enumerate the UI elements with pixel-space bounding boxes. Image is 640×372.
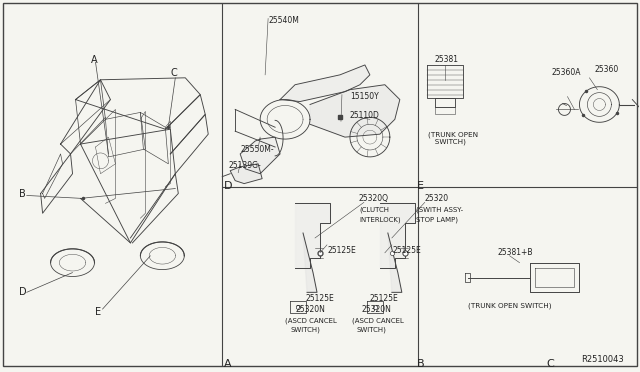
Polygon shape [388,233,402,292]
Text: (CLUTCH: (CLUTCH [359,206,389,213]
Text: B: B [417,359,425,369]
Text: 25125E: 25125E [370,294,399,303]
Polygon shape [310,85,400,137]
Text: E: E [95,307,102,317]
Text: 25125E: 25125E [328,246,356,255]
Text: A: A [224,359,232,369]
Text: (ASCD CANCEL: (ASCD CANCEL [285,317,337,324]
Polygon shape [230,164,262,184]
Text: 25320N: 25320N [295,305,325,314]
Text: 25125E: 25125E [305,294,334,303]
Text: R2510043: R2510043 [581,355,624,363]
Text: E: E [417,181,424,191]
Text: 25381+B: 25381+B [498,248,533,257]
Polygon shape [240,137,280,174]
Text: 25360A: 25360A [552,68,581,77]
Polygon shape [380,203,415,267]
Text: 25320: 25320 [425,195,449,203]
Text: C: C [170,68,177,78]
Text: 25139G-: 25139G- [228,161,261,170]
Polygon shape [295,203,330,267]
Polygon shape [303,233,317,292]
Text: 25360: 25360 [595,65,619,74]
Text: 25125E: 25125E [393,246,422,255]
Text: INTERLOCK): INTERLOCK) [359,216,401,223]
Polygon shape [280,65,370,102]
Text: 15150Y: 15150Y [350,92,379,101]
Text: STOP LAMP): STOP LAMP) [416,216,458,223]
Text: (TRUNK OPEN
   SWITCH): (TRUNK OPEN SWITCH) [428,131,478,145]
Text: 25540M: 25540M [268,16,299,25]
Text: SWITCH): SWITCH) [357,327,387,333]
Text: SWITCH): SWITCH) [290,327,320,333]
Text: 25110D: 25110D [350,112,380,121]
Text: (TRUNK OPEN SWITCH): (TRUNK OPEN SWITCH) [468,302,551,309]
Text: 25320N: 25320N [362,305,392,314]
Text: (SWITH ASSY-: (SWITH ASSY- [416,206,463,213]
Text: (ASCD CANCEL: (ASCD CANCEL [352,317,404,324]
Text: B: B [19,189,26,199]
Text: 25320Q: 25320Q [359,195,389,203]
Text: D: D [19,288,26,297]
Text: C: C [547,359,554,369]
Text: D: D [224,181,233,191]
Text: A: A [90,55,97,65]
Text: 25550M-: 25550M- [240,145,274,154]
Text: 25381: 25381 [435,55,459,64]
